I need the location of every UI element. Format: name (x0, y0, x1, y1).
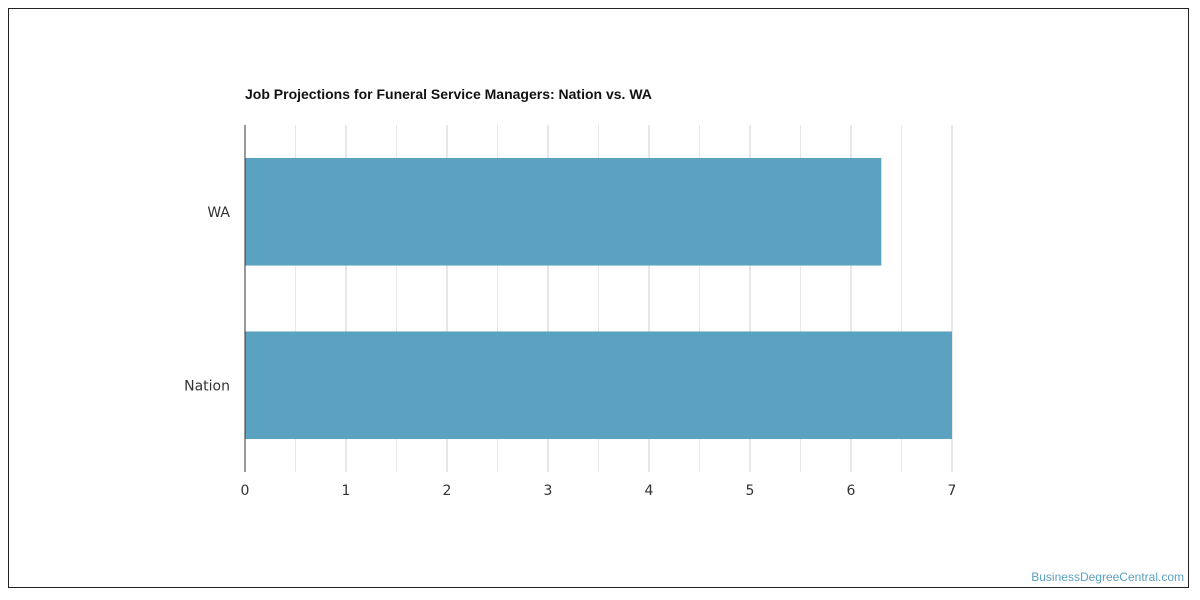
category-labels: WA Nation (184, 205, 230, 395)
x-tick-label: 3 (544, 483, 553, 499)
category-label-nation: Nation (184, 378, 230, 394)
bars (245, 157, 952, 440)
x-tick-label: 1 (342, 483, 351, 499)
x-tick-label: 7 (948, 483, 957, 499)
x-tick-label: 0 (241, 483, 250, 499)
watermark: BusinessDegreeCentral.com (1031, 570, 1184, 584)
x-tick-label: 6 (847, 483, 856, 499)
bar-nation (245, 331, 952, 440)
chart-title: Job Projections for Funeral Service Mana… (245, 86, 652, 102)
x-tick-label: 5 (746, 483, 755, 499)
category-label-wa: WA (207, 205, 230, 221)
x-tick-label: 4 (645, 483, 654, 499)
x-tick-label: 2 (443, 483, 452, 499)
x-tick-labels: 0 1 2 3 4 5 6 7 (241, 483, 957, 499)
bar-wa (245, 157, 882, 266)
